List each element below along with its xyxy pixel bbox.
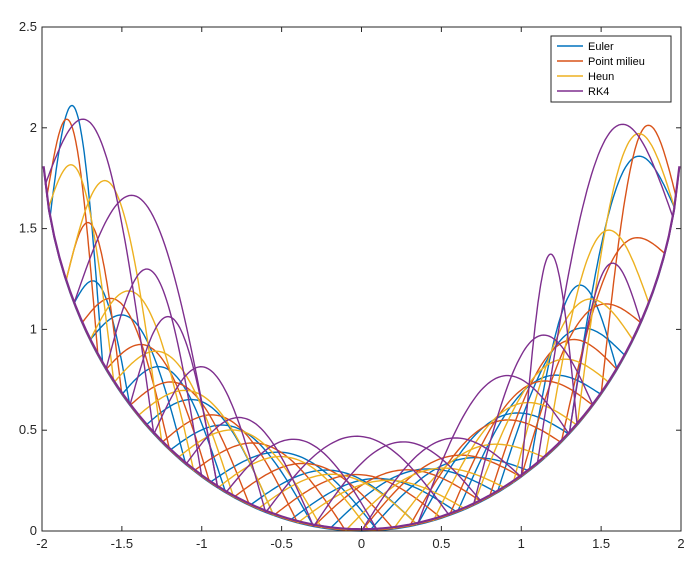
series-heun-arc <box>297 479 466 524</box>
series-rk4-arc <box>520 253 578 478</box>
series-point-milieu-arc <box>560 236 666 443</box>
series-rk4-arc <box>225 438 379 531</box>
series-point-milieu-arc <box>273 473 442 519</box>
series-euler-arc <box>496 327 626 494</box>
series-point-milieu-arc <box>448 380 594 516</box>
x-tick-label: -1.5 <box>111 536 133 551</box>
y-tick-label: 1 <box>30 321 37 336</box>
series-euler-arc <box>209 451 379 531</box>
series-rk4-arc <box>313 441 482 527</box>
series-heun-arc <box>472 358 610 506</box>
series-rk4-arc <box>73 194 219 489</box>
series-point-milieu-arc <box>233 462 395 530</box>
series-rk4-arc <box>265 435 450 516</box>
series-rk4-arc <box>536 123 674 465</box>
series-heun-arc <box>345 467 506 531</box>
x-tick-label: 2 <box>677 536 684 551</box>
legend-label: RK4 <box>588 86 609 98</box>
legend-label: Euler <box>588 41 614 53</box>
x-tick-label: 0.5 <box>432 536 450 551</box>
ticks-layer: -2 -1.5 -1 -0.5 0 0.5 1 1.5 2 0 0.5 1 1.5 2 2.5 <box>19 19 685 551</box>
series-rk4-arc <box>44 118 155 435</box>
series-point-milieu-arc <box>313 469 482 527</box>
x-tick-label: 0 <box>358 536 365 551</box>
y-tick-label: 2 <box>30 120 37 135</box>
series-heun-arc <box>217 455 371 532</box>
legend: Euler Point milieu Heun RK4 <box>550 35 672 103</box>
series-point-milieu-arc <box>520 303 642 478</box>
x-tick-label: -2 <box>36 536 48 551</box>
series-point-milieu-arc <box>46 118 99 356</box>
x-tick-label: -0.5 <box>270 536 292 551</box>
series-rk4-arc <box>153 365 267 513</box>
series-euler-arc <box>528 284 618 472</box>
legend-label: Point milieu <box>588 56 645 68</box>
x-tick-label: 1 <box>518 536 525 551</box>
series-layer <box>42 104 681 532</box>
series-heun-arc <box>544 229 650 458</box>
y-tick-label: 0 <box>30 523 37 538</box>
series-rk4-arc <box>360 437 522 532</box>
series-heun-arc <box>392 443 546 530</box>
plot-area <box>42 27 681 531</box>
legend-label: Heun <box>588 71 614 83</box>
series-heun-arc <box>47 164 115 383</box>
series-euler-arc <box>49 104 104 365</box>
y-tick-label: 2.5 <box>19 19 37 34</box>
series-point-milieu-arc <box>600 124 677 395</box>
series-rk4-arc <box>568 262 642 435</box>
series-rk4-arc <box>105 268 203 478</box>
series-point-milieu-arc <box>105 343 211 483</box>
y-tick-label: 0.5 <box>19 422 37 437</box>
series-heun-arc <box>576 132 676 426</box>
series-point-milieu-arc <box>129 381 251 506</box>
y-tick-label: 1.5 <box>19 221 37 236</box>
x-tick-label: 1.5 <box>592 536 610 551</box>
series-rk4-arc <box>416 374 570 526</box>
series-rk4 <box>42 118 681 532</box>
series-rk4-arc <box>129 315 219 489</box>
series-euler-arc <box>121 365 227 494</box>
series-heun-arc <box>89 290 195 472</box>
x-tick-label: -1 <box>196 536 208 551</box>
series-point-milieu-arc <box>488 338 618 498</box>
series-heun-arc <box>113 350 235 498</box>
series-heun-arc <box>177 429 323 529</box>
series-heun-arc <box>257 473 418 526</box>
